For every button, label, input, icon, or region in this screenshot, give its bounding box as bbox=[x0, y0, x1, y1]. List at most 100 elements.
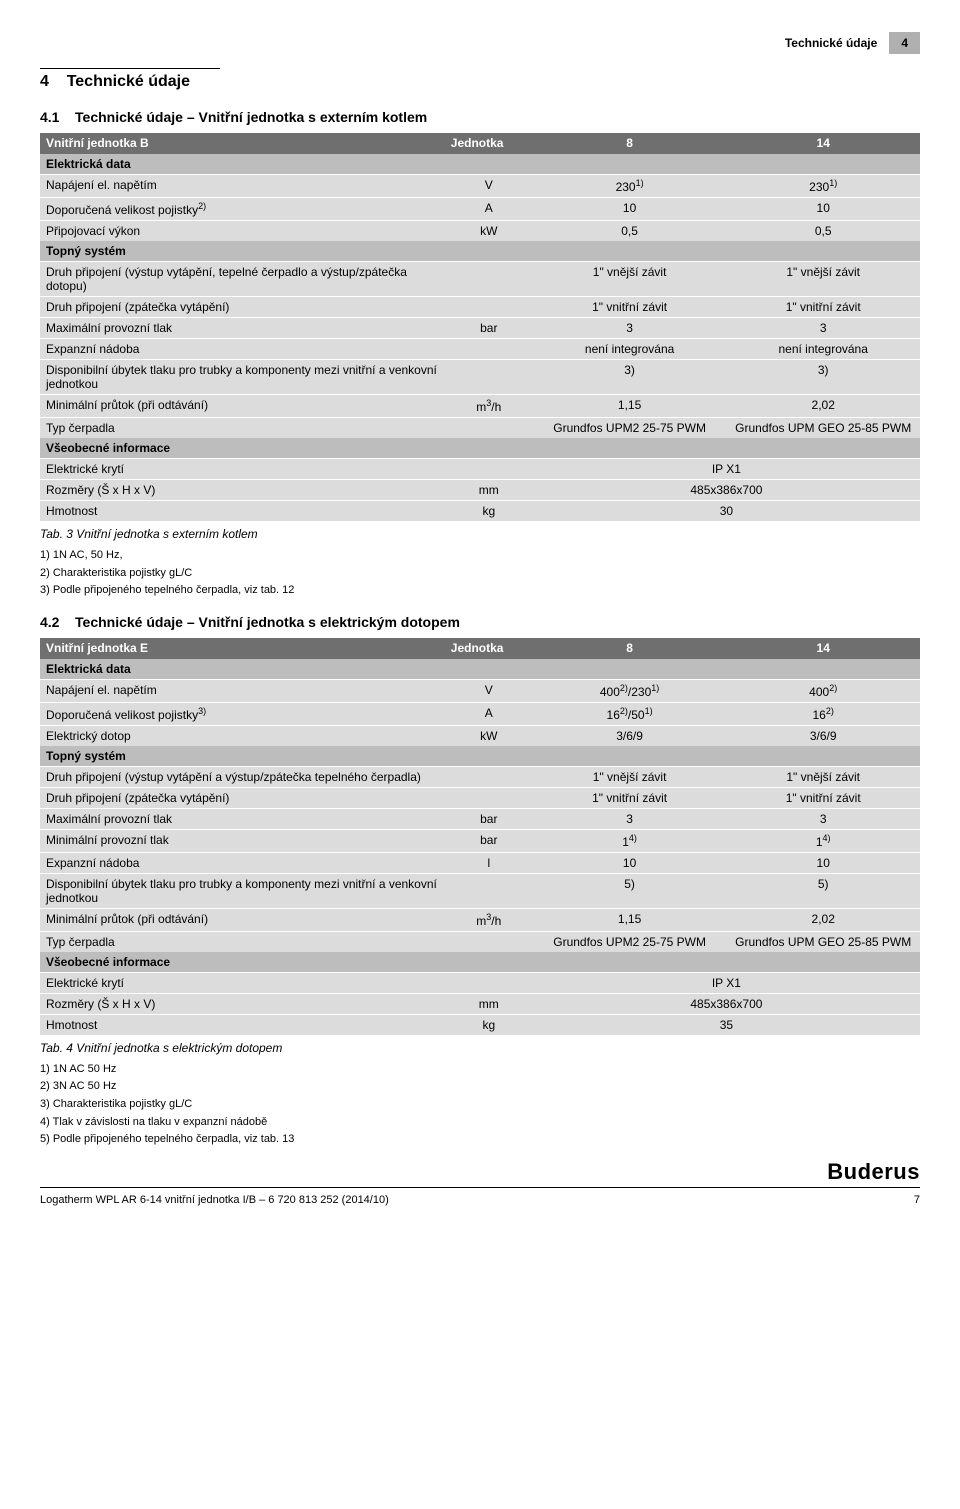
cell-v1: 1" vnitřní závit bbox=[533, 297, 727, 318]
cell-label: Doporučená velikost pojistky3) bbox=[40, 702, 445, 725]
cell-unit: A bbox=[445, 702, 533, 725]
table-header: Vnitřní jednotka E Jednotka 8 14 bbox=[40, 638, 920, 659]
cell-span: 30 bbox=[533, 501, 920, 522]
cell-v1: 3 bbox=[533, 808, 727, 829]
cell-unit bbox=[445, 459, 533, 480]
cell-v1: 5) bbox=[533, 873, 727, 908]
table-2-notes: 1) 1N AC 50 Hz 2) 3N AC 50 Hz 3) Charakt… bbox=[40, 1061, 920, 1149]
footer-doc: Logatherm WPL AR 6-14 vnitřní jednotka I… bbox=[40, 1194, 389, 1206]
table-2-caption: Tab. 4 Vnitřní jednotka s elektrickým do… bbox=[40, 1041, 920, 1055]
subsection-4-2: 4.2 Technické údaje – Vnitřní jednotka s… bbox=[40, 614, 920, 630]
footer-bar: Logatherm WPL AR 6-14 vnitřní jednotka I… bbox=[40, 1187, 920, 1206]
th-label: Vnitřní jednotka E bbox=[40, 638, 445, 659]
cell-v2: 2301) bbox=[726, 175, 920, 198]
table-1: Vnitřní jednotka B Jednotka 8 14 Elektri… bbox=[40, 133, 920, 521]
cell-unit: m3/h bbox=[445, 908, 533, 931]
cell-label: Napájení el. napětím bbox=[40, 175, 445, 198]
cell-v2: 1" vnitřní závit bbox=[726, 787, 920, 808]
cell-v2: 3) bbox=[726, 360, 920, 395]
cell-label: Expanzní nádoba bbox=[40, 852, 445, 873]
cell-unit bbox=[445, 931, 533, 952]
note-line: 3) Charakteristika pojistky gL/C bbox=[40, 1096, 920, 1114]
cell-v2: 10 bbox=[726, 852, 920, 873]
header-tab-label: Technické údaje bbox=[785, 36, 889, 50]
cell-label: Připojovací výkon bbox=[40, 221, 445, 242]
sub-title: Technické údaje – Vnitřní jednotka s ext… bbox=[75, 109, 427, 125]
table-header: Vnitřní jednotka B Jednotka 8 14 bbox=[40, 133, 920, 154]
cell-unit bbox=[445, 418, 533, 439]
section-title: Technické údaje bbox=[67, 73, 190, 90]
section-row: Topný systém bbox=[40, 241, 920, 262]
cell-v2: 1" vnější závit bbox=[726, 262, 920, 297]
cell-label: Maximální provozní tlak bbox=[40, 808, 445, 829]
cell-label: Elektrický dotop bbox=[40, 725, 445, 746]
cell-unit bbox=[445, 297, 533, 318]
cell-unit bbox=[445, 787, 533, 808]
cell-v1: 4002)/2301) bbox=[533, 679, 727, 702]
cell-span: 35 bbox=[533, 1014, 920, 1035]
cell-v2: 1" vnější závit bbox=[726, 766, 920, 787]
cell-label: Expanzní nádoba bbox=[40, 339, 445, 360]
cell-v2: 162) bbox=[726, 702, 920, 725]
cell-v1: 2301) bbox=[533, 175, 727, 198]
cell-label: Druh připojení (zpátečka vytápění) bbox=[40, 297, 445, 318]
section-num: 4 bbox=[40, 73, 49, 90]
cell-span: 485x386x700 bbox=[533, 993, 920, 1014]
cell-label: Druh připojení (zpátečka vytápění) bbox=[40, 787, 445, 808]
cell-unit: kW bbox=[445, 221, 533, 242]
section-row: Všeobecné informace bbox=[40, 438, 920, 459]
th-unit: Jednotka bbox=[445, 638, 533, 659]
cell-unit: kg bbox=[445, 501, 533, 522]
section-row: Elektrická data bbox=[40, 658, 920, 679]
th-c1: 8 bbox=[533, 133, 727, 154]
sub-num: 4.2 bbox=[40, 614, 59, 630]
cell-v2: 3/6/9 bbox=[726, 725, 920, 746]
th-unit: Jednotka bbox=[445, 133, 533, 154]
section-row: Elektrická data bbox=[40, 154, 920, 175]
cell-v1: 3 bbox=[533, 318, 727, 339]
cell-v1: 1" vnější závit bbox=[533, 766, 727, 787]
cell-span: 485x386x700 bbox=[533, 480, 920, 501]
section-row: Všeobecné informace bbox=[40, 952, 920, 973]
cell-label: Rozměry (Š x H x V) bbox=[40, 480, 445, 501]
note-line: 1) 1N AC 50 Hz bbox=[40, 1061, 920, 1079]
note-line: 4) Tlak v závislosti na tlaku v expanzní… bbox=[40, 1114, 920, 1132]
cell-unit bbox=[445, 766, 533, 787]
cell-unit: l bbox=[445, 852, 533, 873]
cell-label: Disponibilní úbytek tlaku pro trubky a k… bbox=[40, 360, 445, 395]
cell-label: Druh připojení (výstup vytápění, tepelné… bbox=[40, 262, 445, 297]
cell-v2: 2,02 bbox=[726, 395, 920, 418]
cell-label: Elektrické krytí bbox=[40, 972, 445, 993]
cell-v1: 3/6/9 bbox=[533, 725, 727, 746]
cell-label: Minimální průtok (při odtávání) bbox=[40, 908, 445, 931]
cell-unit: bar bbox=[445, 808, 533, 829]
cell-v2: 14) bbox=[726, 829, 920, 852]
table-2: Vnitřní jednotka E Jednotka 8 14 Elektri… bbox=[40, 638, 920, 1035]
cell-v1: 1" vnější závit bbox=[533, 262, 727, 297]
cell-v1: Grundfos UPM2 25-75 PWM bbox=[533, 418, 727, 439]
subsection-4-1: 4.1 Technické údaje – Vnitřní jednotka s… bbox=[40, 109, 920, 125]
cell-label: Minimální průtok (při odtávání) bbox=[40, 395, 445, 418]
cell-unit: V bbox=[445, 679, 533, 702]
note-line: 2) Charakteristika pojistky gL/C bbox=[40, 565, 920, 583]
cell-v2: 3 bbox=[726, 808, 920, 829]
cell-v2: 1" vnitřní závit bbox=[726, 297, 920, 318]
th-label: Vnitřní jednotka B bbox=[40, 133, 445, 154]
cell-label: Maximální provozní tlak bbox=[40, 318, 445, 339]
cell-span: IP X1 bbox=[533, 459, 920, 480]
header-tab-num: 4 bbox=[889, 32, 920, 54]
cell-label: Typ čerpadla bbox=[40, 931, 445, 952]
note-line: 3) Podle připojeného tepelného čerpadla,… bbox=[40, 582, 920, 600]
cell-v2: Grundfos UPM GEO 25-85 PWM bbox=[726, 931, 920, 952]
cell-v2: není integrována bbox=[726, 339, 920, 360]
section-heading: 4 Technické údaje bbox=[40, 73, 920, 91]
cell-v1: 1,15 bbox=[533, 908, 727, 931]
cell-v2: 5) bbox=[726, 873, 920, 908]
cell-unit: bar bbox=[445, 318, 533, 339]
cell-unit bbox=[445, 339, 533, 360]
cell-label: Typ čerpadla bbox=[40, 418, 445, 439]
cell-v2: Grundfos UPM GEO 25-85 PWM bbox=[726, 418, 920, 439]
sub-title: Technické údaje – Vnitřní jednotka s ele… bbox=[75, 614, 460, 630]
cell-label: Hmotnost bbox=[40, 501, 445, 522]
cell-unit: m3/h bbox=[445, 395, 533, 418]
